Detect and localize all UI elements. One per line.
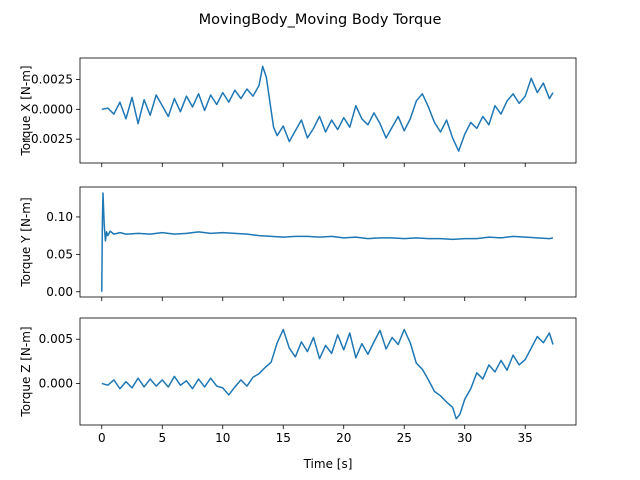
y-tick-label-torque-x: 0.0025 xyxy=(31,72,73,86)
x-tick-label: 30 xyxy=(457,431,472,445)
axes-frame-torque-x xyxy=(79,57,577,164)
x-tick-label: 20 xyxy=(336,431,351,445)
x-tick-label: 0 xyxy=(98,431,106,445)
x-axis-label: Time [s] xyxy=(303,457,353,471)
y-axis-label-torque-y: Torque Y [N-m] xyxy=(19,197,33,287)
series-line-torque-y xyxy=(101,192,554,292)
y-tick-label-torque-x: −0.0025 xyxy=(21,132,73,146)
y-tick-label-torque-x: 0.0000 xyxy=(31,102,73,116)
y-tick-label-torque-y: 0.00 xyxy=(46,285,73,299)
y-tick-label-torque-z: 0.005 xyxy=(39,332,73,346)
panel-torque-y: 0.00 0.05 0.10 Torque Y [N-m] xyxy=(19,186,577,301)
y-tick-label-torque-y: 0.10 xyxy=(46,210,73,224)
x-tick-label: 25 xyxy=(397,431,412,445)
series-line-torque-x xyxy=(101,65,554,152)
x-tick-label: 15 xyxy=(276,431,291,445)
panel-torque-z: 0.000 0.005 0 5 10 15 20 25 30 35 Torque Z [N-m] xyxy=(19,317,577,445)
y-tick-label-torque-y: 0.05 xyxy=(46,247,73,261)
series-line-torque-z xyxy=(101,328,554,420)
y-axis-label-torque-z: Torque Z [N-m] xyxy=(19,326,33,417)
y-tick-label-torque-z: 0.000 xyxy=(39,376,73,390)
axes-frame-torque-z xyxy=(79,317,577,426)
x-tick-label: 5 xyxy=(158,431,166,445)
axes-frame-torque-y xyxy=(79,186,577,298)
x-tick-label: 35 xyxy=(518,431,533,445)
y-axis-label-torque-x: Torque X [N-m] xyxy=(19,65,33,156)
x-tick-label: 10 xyxy=(215,431,230,445)
chart-title: MovingBody_Moving Body Torque xyxy=(199,12,442,28)
